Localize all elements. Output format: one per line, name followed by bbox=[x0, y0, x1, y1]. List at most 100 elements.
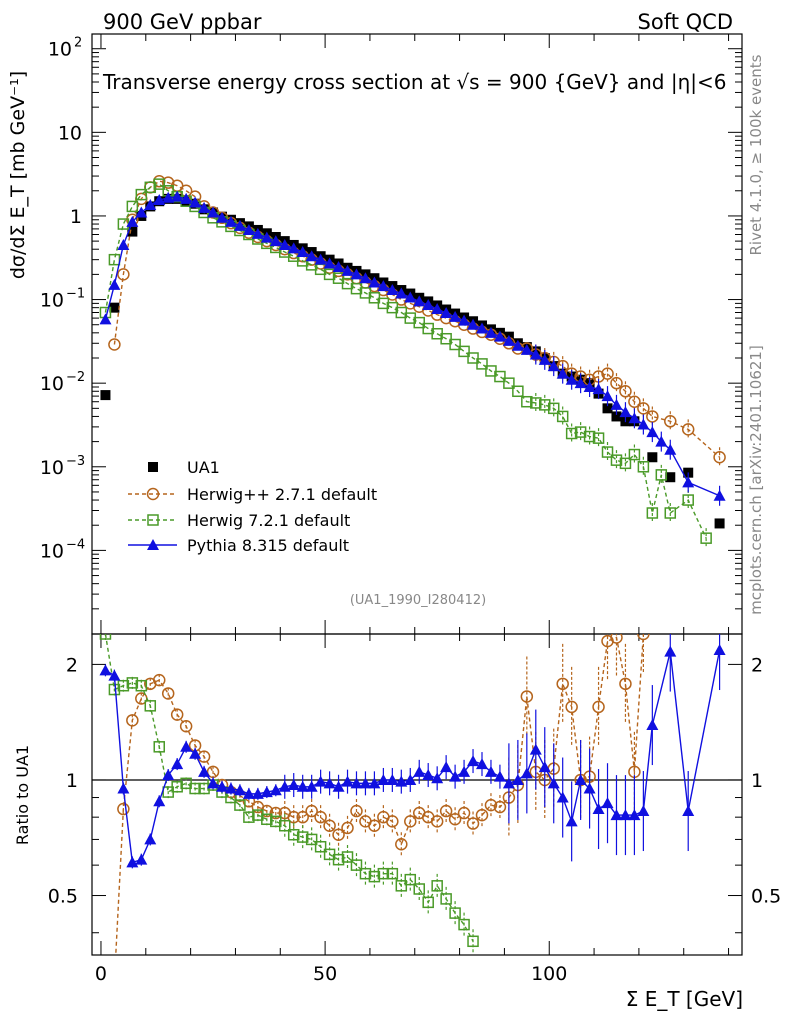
herwig-7-2-1-default-ratio-point bbox=[413, 883, 425, 895]
herwig-2-7-1-default-ratio-point bbox=[179, 720, 193, 733]
y-tick-label: 10 bbox=[48, 39, 72, 61]
pythia-8-315-default-ratio-point bbox=[296, 780, 309, 792]
herwig-2-7-1-default-ratio-point bbox=[448, 813, 462, 826]
herwig-7-2-1-default-ratio-point bbox=[279, 819, 291, 832]
herwig-2-7-1-default-ratio-point bbox=[386, 815, 399, 828]
pythia-8-315-default-ratio-point bbox=[162, 769, 175, 781]
pythia-8-315-default-ratio-point bbox=[180, 740, 193, 752]
herwig-7-2-1-default-point bbox=[601, 446, 614, 458]
y-tick-label: 1 bbox=[70, 206, 82, 228]
pythia-8-315-default-ratio-point bbox=[224, 782, 237, 794]
herwig-2-7-1-default-ratio-point bbox=[395, 838, 408, 851]
pythia-8-315-default-ratio-point bbox=[547, 777, 560, 789]
pythia-8-315-default-ratio-point bbox=[144, 833, 157, 845]
ratio-tick-label-right: 0.5 bbox=[751, 886, 781, 908]
herwig-7-2-1-default-ratio-point bbox=[458, 918, 470, 931]
plot-series bbox=[99, 174, 726, 986]
herwig-2-7-1-default-ratio-point bbox=[323, 819, 336, 832]
pythia-8-315-default-ratio-point bbox=[207, 777, 220, 789]
ratio-tick-label-right: 1 bbox=[751, 770, 763, 792]
herwig-7-2-1-default-point bbox=[323, 268, 336, 281]
herwig-7-2-1-default-ratio-point bbox=[296, 831, 309, 843]
pythia-8-315-default-point bbox=[493, 330, 506, 342]
pythia-8-315-default-ratio-point bbox=[422, 769, 435, 781]
pythia-8-315-default-point bbox=[171, 190, 184, 202]
pythia-8-315-default-ratio-point bbox=[440, 761, 453, 773]
pythia-8-315-default-ratio-point bbox=[198, 765, 211, 777]
herwig-7-2-1-default-ratio-point bbox=[287, 828, 300, 841]
ua1-point bbox=[665, 472, 676, 483]
pythia-8-315-default-point bbox=[135, 206, 148, 218]
pythia-8-315-default-point bbox=[538, 353, 551, 365]
y-tick-label: 10 bbox=[40, 373, 64, 395]
pythia-8-315-default-ratio-point bbox=[278, 780, 291, 792]
herwig-2-7-1-default-ratio-point bbox=[475, 808, 489, 822]
pythia-8-315-default-point bbox=[592, 383, 605, 395]
pythia-8-315-default-point bbox=[278, 238, 291, 250]
herwig-7-2-1-default-point bbox=[413, 316, 425, 329]
herwig-7-2-1-default-point bbox=[458, 345, 470, 358]
pythia-8-315-default-ratio-point bbox=[502, 777, 515, 789]
ua1-point bbox=[647, 452, 658, 463]
herwig-7-2-1-default-ratio-point bbox=[153, 741, 165, 753]
x-tick-label: 0 bbox=[95, 963, 107, 985]
pythia-8-315-default-point bbox=[682, 476, 695, 488]
herwig-7-2-1-default-point bbox=[556, 410, 569, 423]
herwig-2-7-1-default-point bbox=[161, 176, 175, 189]
herwig-7-2-1-default-ratio-point bbox=[189, 782, 201, 795]
pythia-8-315-default-ratio-point bbox=[520, 767, 533, 779]
pythia-8-315-default-point bbox=[395, 287, 408, 299]
pythia-8-315-default-point bbox=[655, 435, 668, 447]
herwig-2-7-1-default-ratio-point bbox=[619, 677, 632, 691]
y-tick-exponent: 2 bbox=[74, 36, 82, 51]
pythia-8-315-default-point bbox=[99, 313, 112, 325]
herwig-2-7-1-default-ratio-point bbox=[314, 810, 327, 824]
herwig-7-2-1-default-ratio-point bbox=[350, 859, 363, 871]
pythia-8-315-default-ratio-point bbox=[332, 780, 345, 792]
pythia-8-315-default-ratio-point bbox=[637, 805, 650, 817]
ratio-panel-frame bbox=[91, 633, 743, 956]
pythia-8-315-default-point bbox=[359, 272, 372, 284]
pythia-8-315-default-ratio-point bbox=[350, 777, 363, 789]
y-tick-exponent: −3 bbox=[66, 454, 85, 469]
pythia-8-315-default-point bbox=[305, 250, 318, 262]
herwig-7-2-1-default-point bbox=[592, 432, 605, 444]
pythia-8-315-default-point bbox=[610, 398, 623, 410]
herwig-2-7-1-default-ratio-line bbox=[115, 634, 645, 955]
herwig-7-2-1-default-ratio-point bbox=[261, 813, 273, 826]
herwig-2-7-1-default-point bbox=[646, 410, 659, 423]
pythia-8-315-default-point bbox=[565, 373, 578, 385]
ratio-tick-label: 2 bbox=[66, 654, 78, 676]
mcplots-label: mcplots.cern.ch [arXiv:2401.10621] bbox=[747, 345, 765, 615]
herwig-7-2-1-default-point bbox=[565, 427, 578, 440]
pythia-8-315-default-point bbox=[242, 223, 255, 235]
y-tick-exponent: −1 bbox=[66, 287, 85, 302]
pythia-8-315-default-ratio-point bbox=[458, 765, 471, 777]
herwig-2-7-1-default-ratio-point bbox=[109, 975, 120, 986]
pythia-8-315-default-ratio-point bbox=[314, 775, 327, 787]
pythia-8-315-default-ratio-point bbox=[713, 644, 726, 656]
pythia-8-315-default-point bbox=[413, 295, 426, 307]
herwig-2-7-1-default-ratio-point bbox=[332, 828, 345, 841]
legend-marker-pythia-8-315-default bbox=[147, 539, 159, 550]
pythia-8-315-default-point bbox=[601, 390, 614, 402]
herwig-7-2-1-default-point bbox=[700, 532, 712, 544]
pythia-8-315-default-ratio-point bbox=[413, 765, 426, 777]
herwig-7-2-1-default-point bbox=[467, 352, 479, 364]
pythia-8-315-default-ratio-point bbox=[601, 797, 614, 809]
herwig-2-7-1-default-point bbox=[664, 415, 677, 428]
header-right: Soft QCD bbox=[638, 10, 733, 34]
herwig-7-2-1-default-point bbox=[153, 178, 165, 190]
herwig-7-2-1-default-ratio-point bbox=[108, 683, 121, 696]
rivet-label: Rivet 4.1.0, ≥ 100k events bbox=[747, 54, 765, 255]
pythia-8-315-default-point bbox=[180, 192, 193, 204]
herwig-7-2-1-default-point bbox=[655, 469, 668, 481]
pythia-8-315-default-point bbox=[216, 211, 228, 223]
pythia-8-315-default-ratio-point bbox=[682, 805, 695, 817]
herwig-2-7-1-default-ratio-point bbox=[126, 714, 139, 727]
pythia-8-315-default-ratio-point bbox=[574, 773, 587, 785]
herwig-7-2-1-default-ratio-point bbox=[126, 677, 139, 689]
ua1-point bbox=[714, 518, 725, 529]
pythia-8-315-default-point bbox=[404, 291, 417, 303]
